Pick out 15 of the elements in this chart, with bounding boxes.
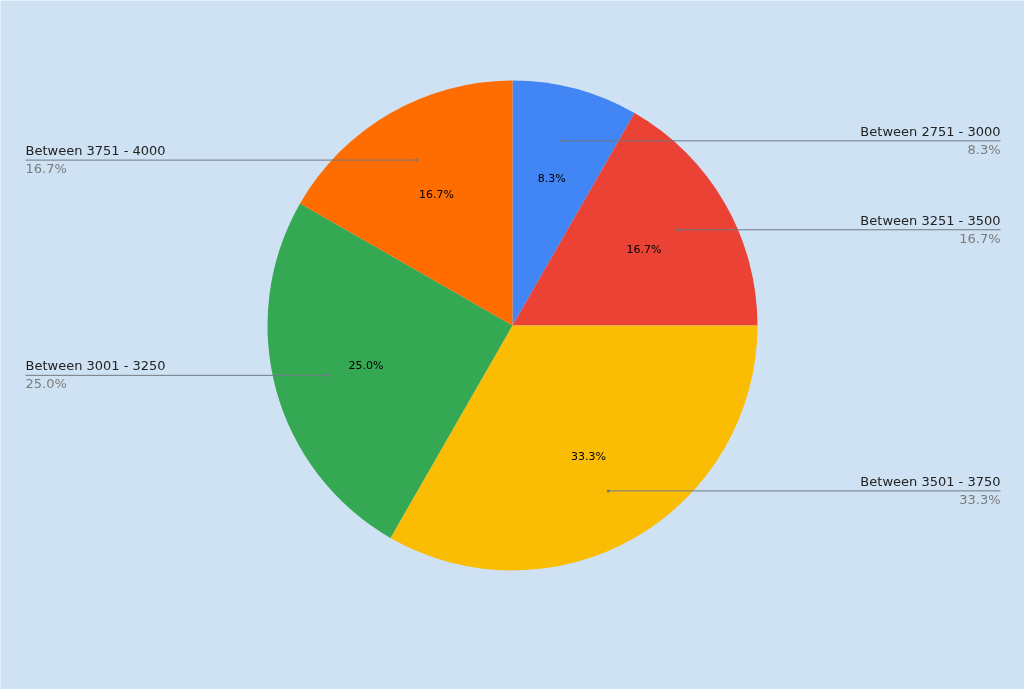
data-label: 16.7% <box>626 242 662 256</box>
slice-label: Between 3751 - 4000 <box>25 143 166 159</box>
text: 16.7% <box>959 230 1001 246</box>
slice-label: Between 2751 - 3000 <box>860 123 1001 139</box>
text: 33.3% <box>959 491 1001 507</box>
data-label: 25.0% <box>348 358 384 372</box>
text: 8.3% <box>967 141 1001 157</box>
data-label: 16.7% <box>418 187 454 201</box>
slice-label: Between 3501 - 3750 <box>860 473 1001 489</box>
text: 25.0% <box>25 376 67 392</box>
text: 16.7% <box>25 161 67 177</box>
data-label: 8.3% <box>537 172 566 186</box>
data-label: 33.3% <box>571 450 607 464</box>
slice-label: Between 3001 - 3250 <box>25 358 166 374</box>
slice-label: Between 3251 - 3500 <box>860 212 1001 228</box>
